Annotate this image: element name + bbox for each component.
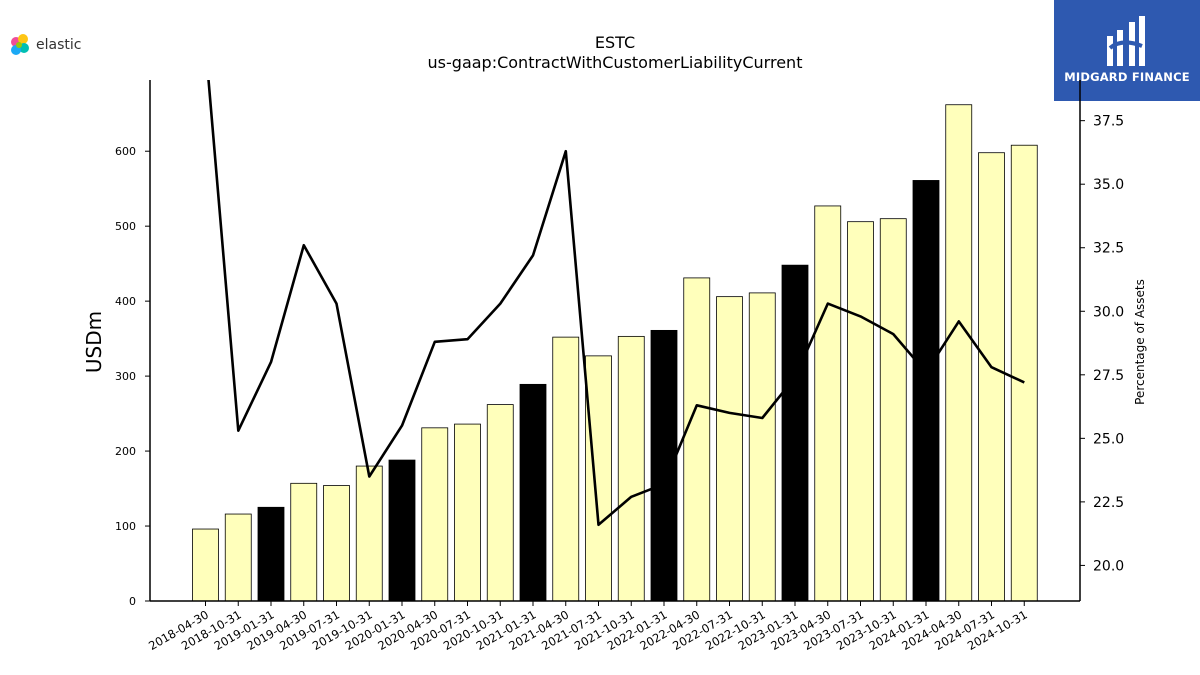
bar-2022-04-30 [683,277,711,602]
elastic-logo-icon [11,34,29,55]
y-tick-label: 400 [115,295,136,308]
y2-tick-label: 30.0 [1093,304,1124,320]
y-tick-label: 500 [115,220,136,233]
bar-2023-01-31 [781,264,809,602]
bar-2018-10-31 [224,513,252,602]
chart-subtitle: us-gaap:ContractWithCustomerLiabilityCur… [428,53,803,72]
bar-2019-07-31 [323,485,350,602]
bar-2022-10-31 [748,292,776,602]
midgard-finance-badge: MIDGARD FINANCE [1054,0,1200,101]
y-tick-label: 600 [115,145,136,158]
y-tick-label: 200 [115,445,136,458]
bar-2019-01-31 [257,506,285,602]
y2-tick-label: 35.0 [1093,177,1124,193]
bar-2019-10-31 [355,465,383,602]
bar-2024-01-31 [912,180,940,602]
elastic-logo-text: elastic [36,37,82,53]
y-axis-label: USDm [82,311,106,373]
bar-2020-10-31 [486,404,514,602]
midgard-finance-text: MIDGARD FINANCE [1064,70,1190,84]
bar-2020-01-31 [388,459,416,602]
y-tick-label: 100 [115,520,136,533]
bar-2021-10-31 [617,335,645,602]
y2-tick-label: 32.5 [1093,241,1124,257]
y-tick-label: 0 [129,595,136,608]
bar-2024-10-31 [1010,144,1038,602]
bar-2024-07-31 [978,152,1005,602]
bar-2022-01-31 [650,329,678,602]
midgard-finance-logo-icon [1107,16,1145,66]
chart-title: ESTC [595,33,635,52]
elastic-logo: elastic [8,32,81,58]
bar-2023-07-31 [847,221,874,602]
y2-tick-label: 37.5 [1093,114,1124,130]
line-percentage-of-assets [207,80,1025,527]
bar-2021-04-30 [552,336,580,602]
bar-2020-04-30 [421,427,449,602]
bar-2019-04-30 [290,482,318,602]
bar-2020-07-31 [454,423,481,602]
bar-2022-07-31 [716,296,743,602]
line-layer [207,80,1025,527]
bar-2023-04-30 [814,205,842,602]
y-tick-label: 300 [115,370,136,383]
y2-axis-label: Percentage of Assets [1133,279,1147,405]
bar-2023-10-31 [879,218,907,602]
bar-2021-07-31 [585,355,612,602]
y2-tick-label: 20.0 [1093,558,1124,574]
y2-tick-label: 27.5 [1093,368,1124,384]
bars-layer [192,104,1038,602]
bar-2018-04-30 [192,528,219,602]
bar-2024-04-30 [945,104,973,602]
y2-tick-label: 22.5 [1093,495,1124,511]
bar-2021-01-31 [519,383,547,602]
y2-tick-label: 25.0 [1093,431,1124,447]
